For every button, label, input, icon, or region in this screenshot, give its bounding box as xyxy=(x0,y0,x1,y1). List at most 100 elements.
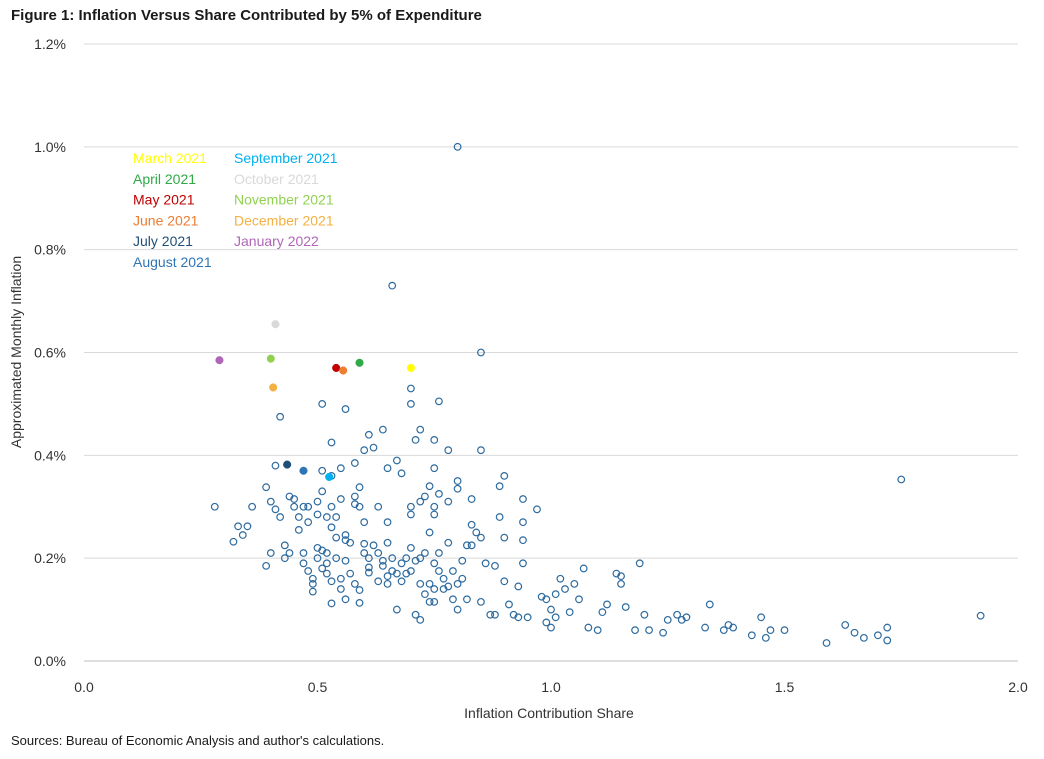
data-point xyxy=(374,577,383,586)
data-point xyxy=(435,549,443,557)
data-point xyxy=(304,567,313,575)
data-point xyxy=(416,579,425,588)
data-point xyxy=(598,608,607,617)
data-point xyxy=(719,626,728,635)
data-point xyxy=(243,522,252,531)
data-point xyxy=(514,582,523,591)
legend-entry: January 2022 xyxy=(234,233,319,249)
data-point xyxy=(378,561,387,570)
data-point xyxy=(430,510,439,519)
data-point xyxy=(477,446,485,455)
data-point xyxy=(701,623,710,632)
data-point xyxy=(453,142,462,151)
highlight-point xyxy=(271,320,280,329)
data-point xyxy=(425,579,434,588)
data-point xyxy=(262,561,271,570)
data-point xyxy=(477,348,485,357)
data-point xyxy=(276,412,285,421)
data-point xyxy=(327,438,336,447)
data-point xyxy=(350,492,359,501)
y-axis-label: Approximated Monthly Inflation xyxy=(8,256,24,448)
data-point xyxy=(547,623,555,632)
legend-entry: March 2021 xyxy=(133,150,207,166)
data-point xyxy=(308,574,317,583)
data-point xyxy=(444,446,453,455)
data-point xyxy=(332,554,341,563)
data-point xyxy=(705,600,714,609)
data-point xyxy=(500,577,509,586)
data-point xyxy=(407,400,415,408)
data-point xyxy=(369,541,378,550)
data-point xyxy=(883,636,892,645)
data-point xyxy=(355,483,364,492)
data-point xyxy=(477,597,485,606)
data-point xyxy=(505,600,513,609)
data-point xyxy=(360,446,369,455)
data-point xyxy=(341,595,350,604)
data-point xyxy=(290,495,299,503)
data-point xyxy=(425,482,434,491)
data-point xyxy=(416,615,425,624)
highlight-point xyxy=(215,356,224,365)
data-point xyxy=(308,587,317,596)
data-point xyxy=(593,626,602,635)
data-point xyxy=(350,579,359,588)
legend-entry: August 2021 xyxy=(133,254,212,270)
data-point xyxy=(402,554,411,563)
data-point xyxy=(435,567,443,575)
data-point xyxy=(780,626,789,635)
data-point xyxy=(299,559,308,568)
x-tick-label: 1.5 xyxy=(775,679,795,695)
data-point xyxy=(327,577,336,586)
data-point xyxy=(584,623,593,632)
data-point xyxy=(486,610,495,619)
data-point xyxy=(565,608,574,617)
legend-entry: September 2021 xyxy=(234,150,338,166)
data-point xyxy=(514,613,523,622)
data-point xyxy=(617,579,625,588)
data-point xyxy=(444,538,453,547)
data-point xyxy=(229,537,238,546)
y-tick-label: 0.2% xyxy=(34,550,66,566)
data-point xyxy=(397,577,406,586)
data-point xyxy=(430,585,439,593)
data-point xyxy=(453,605,462,614)
data-point xyxy=(439,574,448,583)
highlight-point xyxy=(269,383,278,392)
data-point xyxy=(500,472,509,480)
data-point xyxy=(234,522,243,531)
figure-source: Sources: Bureau of Economic Analysis and… xyxy=(11,733,385,748)
data-point xyxy=(519,559,527,568)
data-point xyxy=(271,461,280,470)
data-point xyxy=(430,464,439,473)
y-axis-ticks: 0.0% 0.2% 0.4% 0.6% 0.8% 1.0% 1.2% xyxy=(34,36,66,669)
data-point xyxy=(392,456,401,465)
data-point xyxy=(332,533,341,542)
x-axis-label: Inflation Contribution Share xyxy=(464,705,634,721)
data-point xyxy=(467,541,476,550)
data-point xyxy=(322,513,331,521)
data-point xyxy=(276,513,285,521)
data-point xyxy=(299,549,308,557)
data-point xyxy=(621,603,630,611)
data-point xyxy=(430,502,439,511)
y-tick-label: 0.4% xyxy=(34,447,66,463)
data-point xyxy=(336,495,345,503)
data-point xyxy=(850,628,859,637)
data-point xyxy=(542,595,551,604)
data-point xyxy=(883,623,892,632)
data-point xyxy=(570,579,579,588)
data-point xyxy=(747,631,756,640)
data-point xyxy=(635,559,644,568)
data-point xyxy=(299,502,308,511)
data-point xyxy=(449,595,457,604)
data-point xyxy=(411,436,420,444)
data-point xyxy=(617,572,625,581)
data-point xyxy=(360,549,369,557)
data-point xyxy=(458,574,467,583)
data-point xyxy=(336,585,345,593)
data-point xyxy=(416,554,425,563)
data-point xyxy=(416,497,425,506)
highlight-point xyxy=(355,358,364,367)
